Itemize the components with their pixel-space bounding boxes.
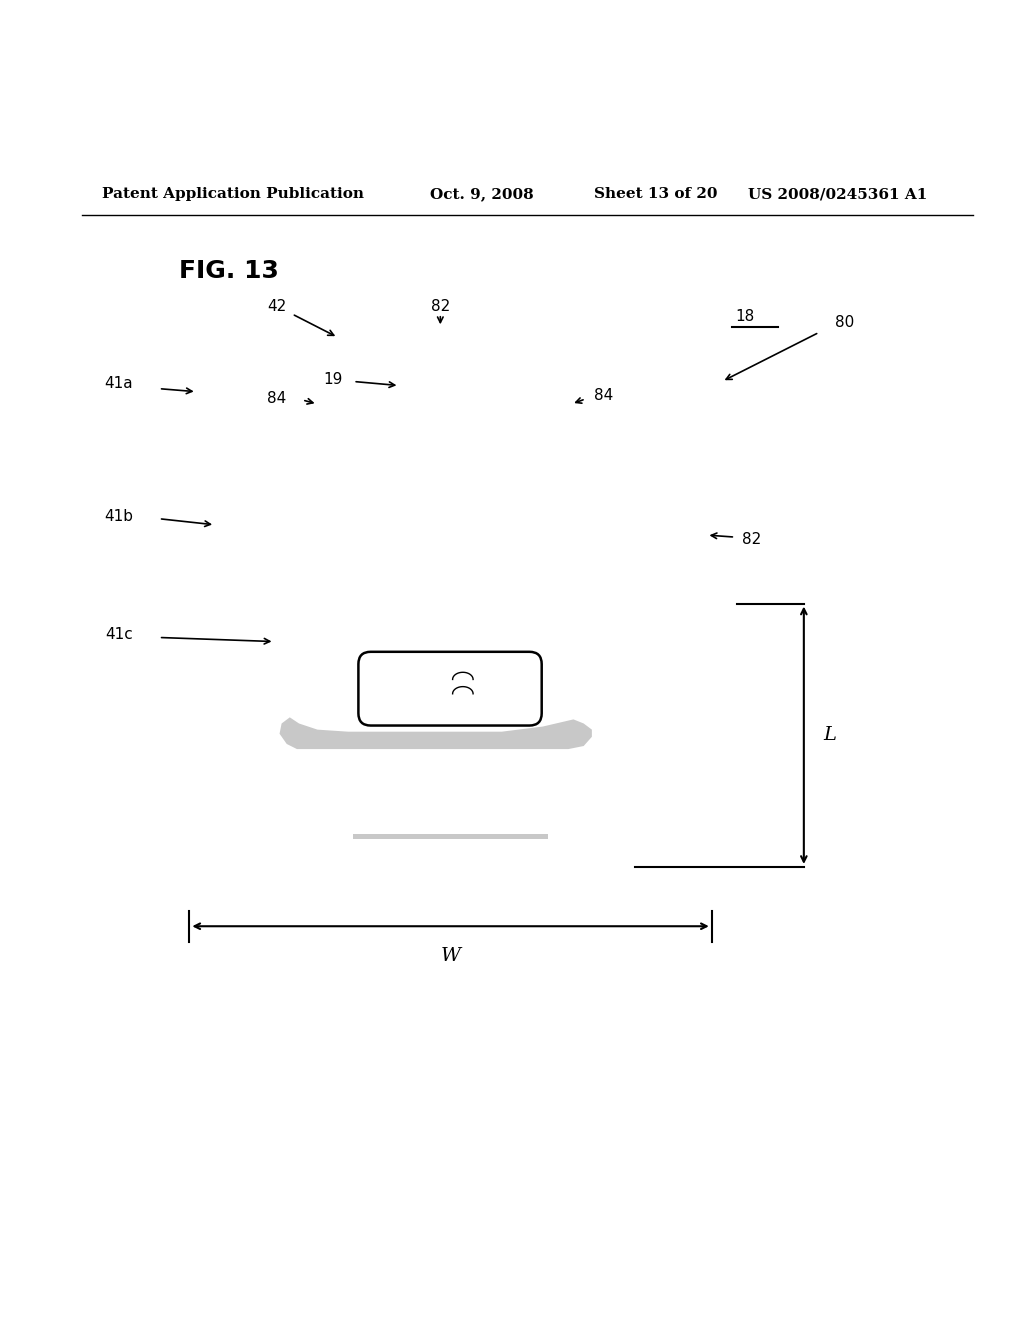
Text: Oct. 9, 2008: Oct. 9, 2008 (430, 187, 534, 201)
Text: 42: 42 (267, 300, 286, 314)
Text: 82: 82 (742, 532, 762, 546)
FancyBboxPatch shape (358, 652, 542, 726)
Text: 80: 80 (835, 314, 854, 330)
Text: 84: 84 (594, 388, 613, 404)
Text: Sheet 13 of 20: Sheet 13 of 20 (594, 187, 718, 201)
Text: 84: 84 (267, 391, 287, 407)
Polygon shape (353, 834, 548, 840)
Text: Patent Application Publication: Patent Application Publication (102, 187, 365, 201)
Polygon shape (280, 717, 592, 748)
Text: 41a: 41a (104, 376, 133, 391)
Text: 82: 82 (431, 300, 450, 314)
Text: US 2008/0245361 A1: US 2008/0245361 A1 (748, 187, 927, 201)
Text: L: L (823, 726, 836, 744)
Text: W: W (440, 946, 461, 965)
Text: 41c: 41c (105, 627, 133, 642)
Text: 18: 18 (735, 309, 755, 325)
Text: 41b: 41b (104, 510, 133, 524)
Text: 82: 82 (431, 660, 450, 675)
Text: 19: 19 (324, 372, 342, 387)
Text: FIG. 13: FIG. 13 (179, 259, 280, 282)
